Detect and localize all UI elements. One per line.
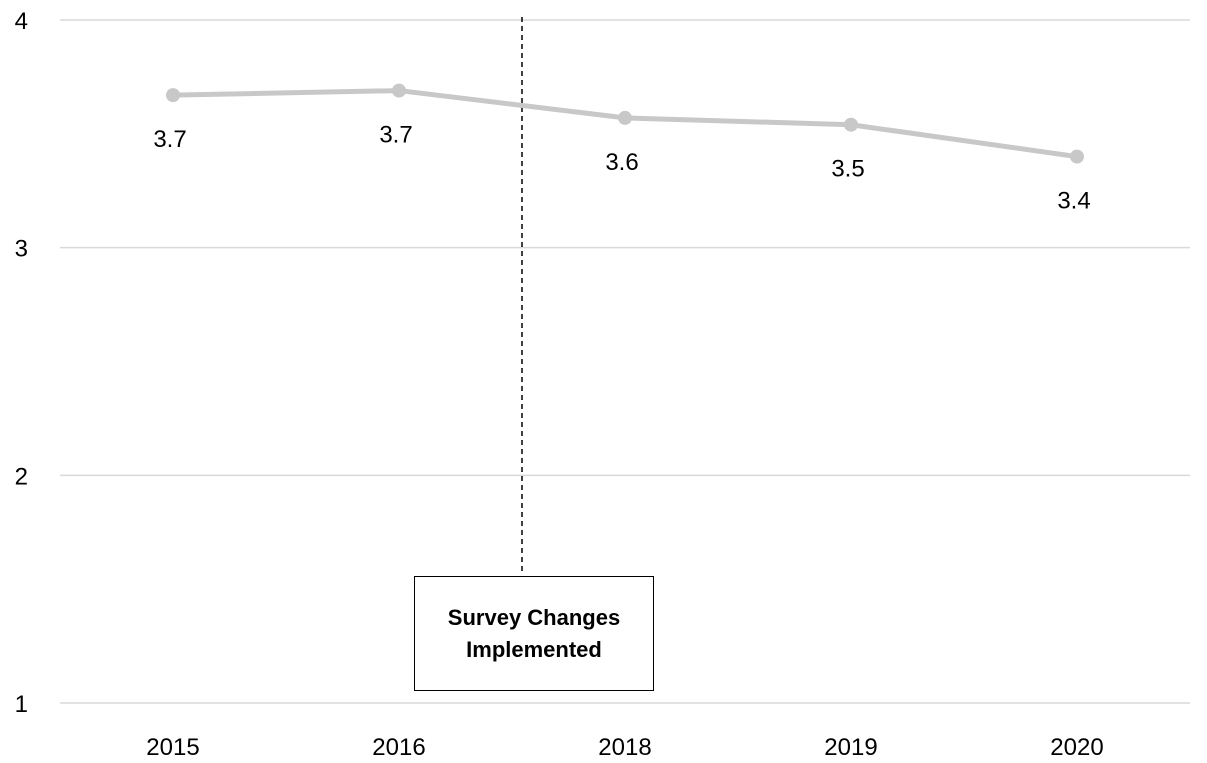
y-tick-label: 4 xyxy=(15,8,28,35)
data-label: 3.7 xyxy=(379,122,412,149)
data-point xyxy=(844,117,858,132)
data-point xyxy=(166,88,180,103)
data-point xyxy=(392,83,406,98)
data-point xyxy=(618,110,632,125)
x-tick-label: 2018 xyxy=(598,734,651,761)
data-label: 3.6 xyxy=(605,149,638,176)
annotation-box: Survey Changes Implemented xyxy=(414,576,654,691)
x-tick-label: 2016 xyxy=(372,734,425,761)
data-label: 3.4 xyxy=(1057,188,1090,215)
annotation-text: Survey Changes Implemented xyxy=(447,604,621,662)
x-tick-label: 2015 xyxy=(146,734,199,761)
y-tick-label: 1 xyxy=(15,691,28,718)
y-tick-label: 2 xyxy=(15,463,28,490)
data-point xyxy=(1070,149,1084,164)
x-tick-label: 2020 xyxy=(1050,734,1103,761)
y-tick-label: 3 xyxy=(15,236,28,263)
x-tick-label: 2019 xyxy=(824,734,877,761)
data-label: 3.5 xyxy=(831,156,864,183)
data-label: 3.7 xyxy=(153,126,186,153)
